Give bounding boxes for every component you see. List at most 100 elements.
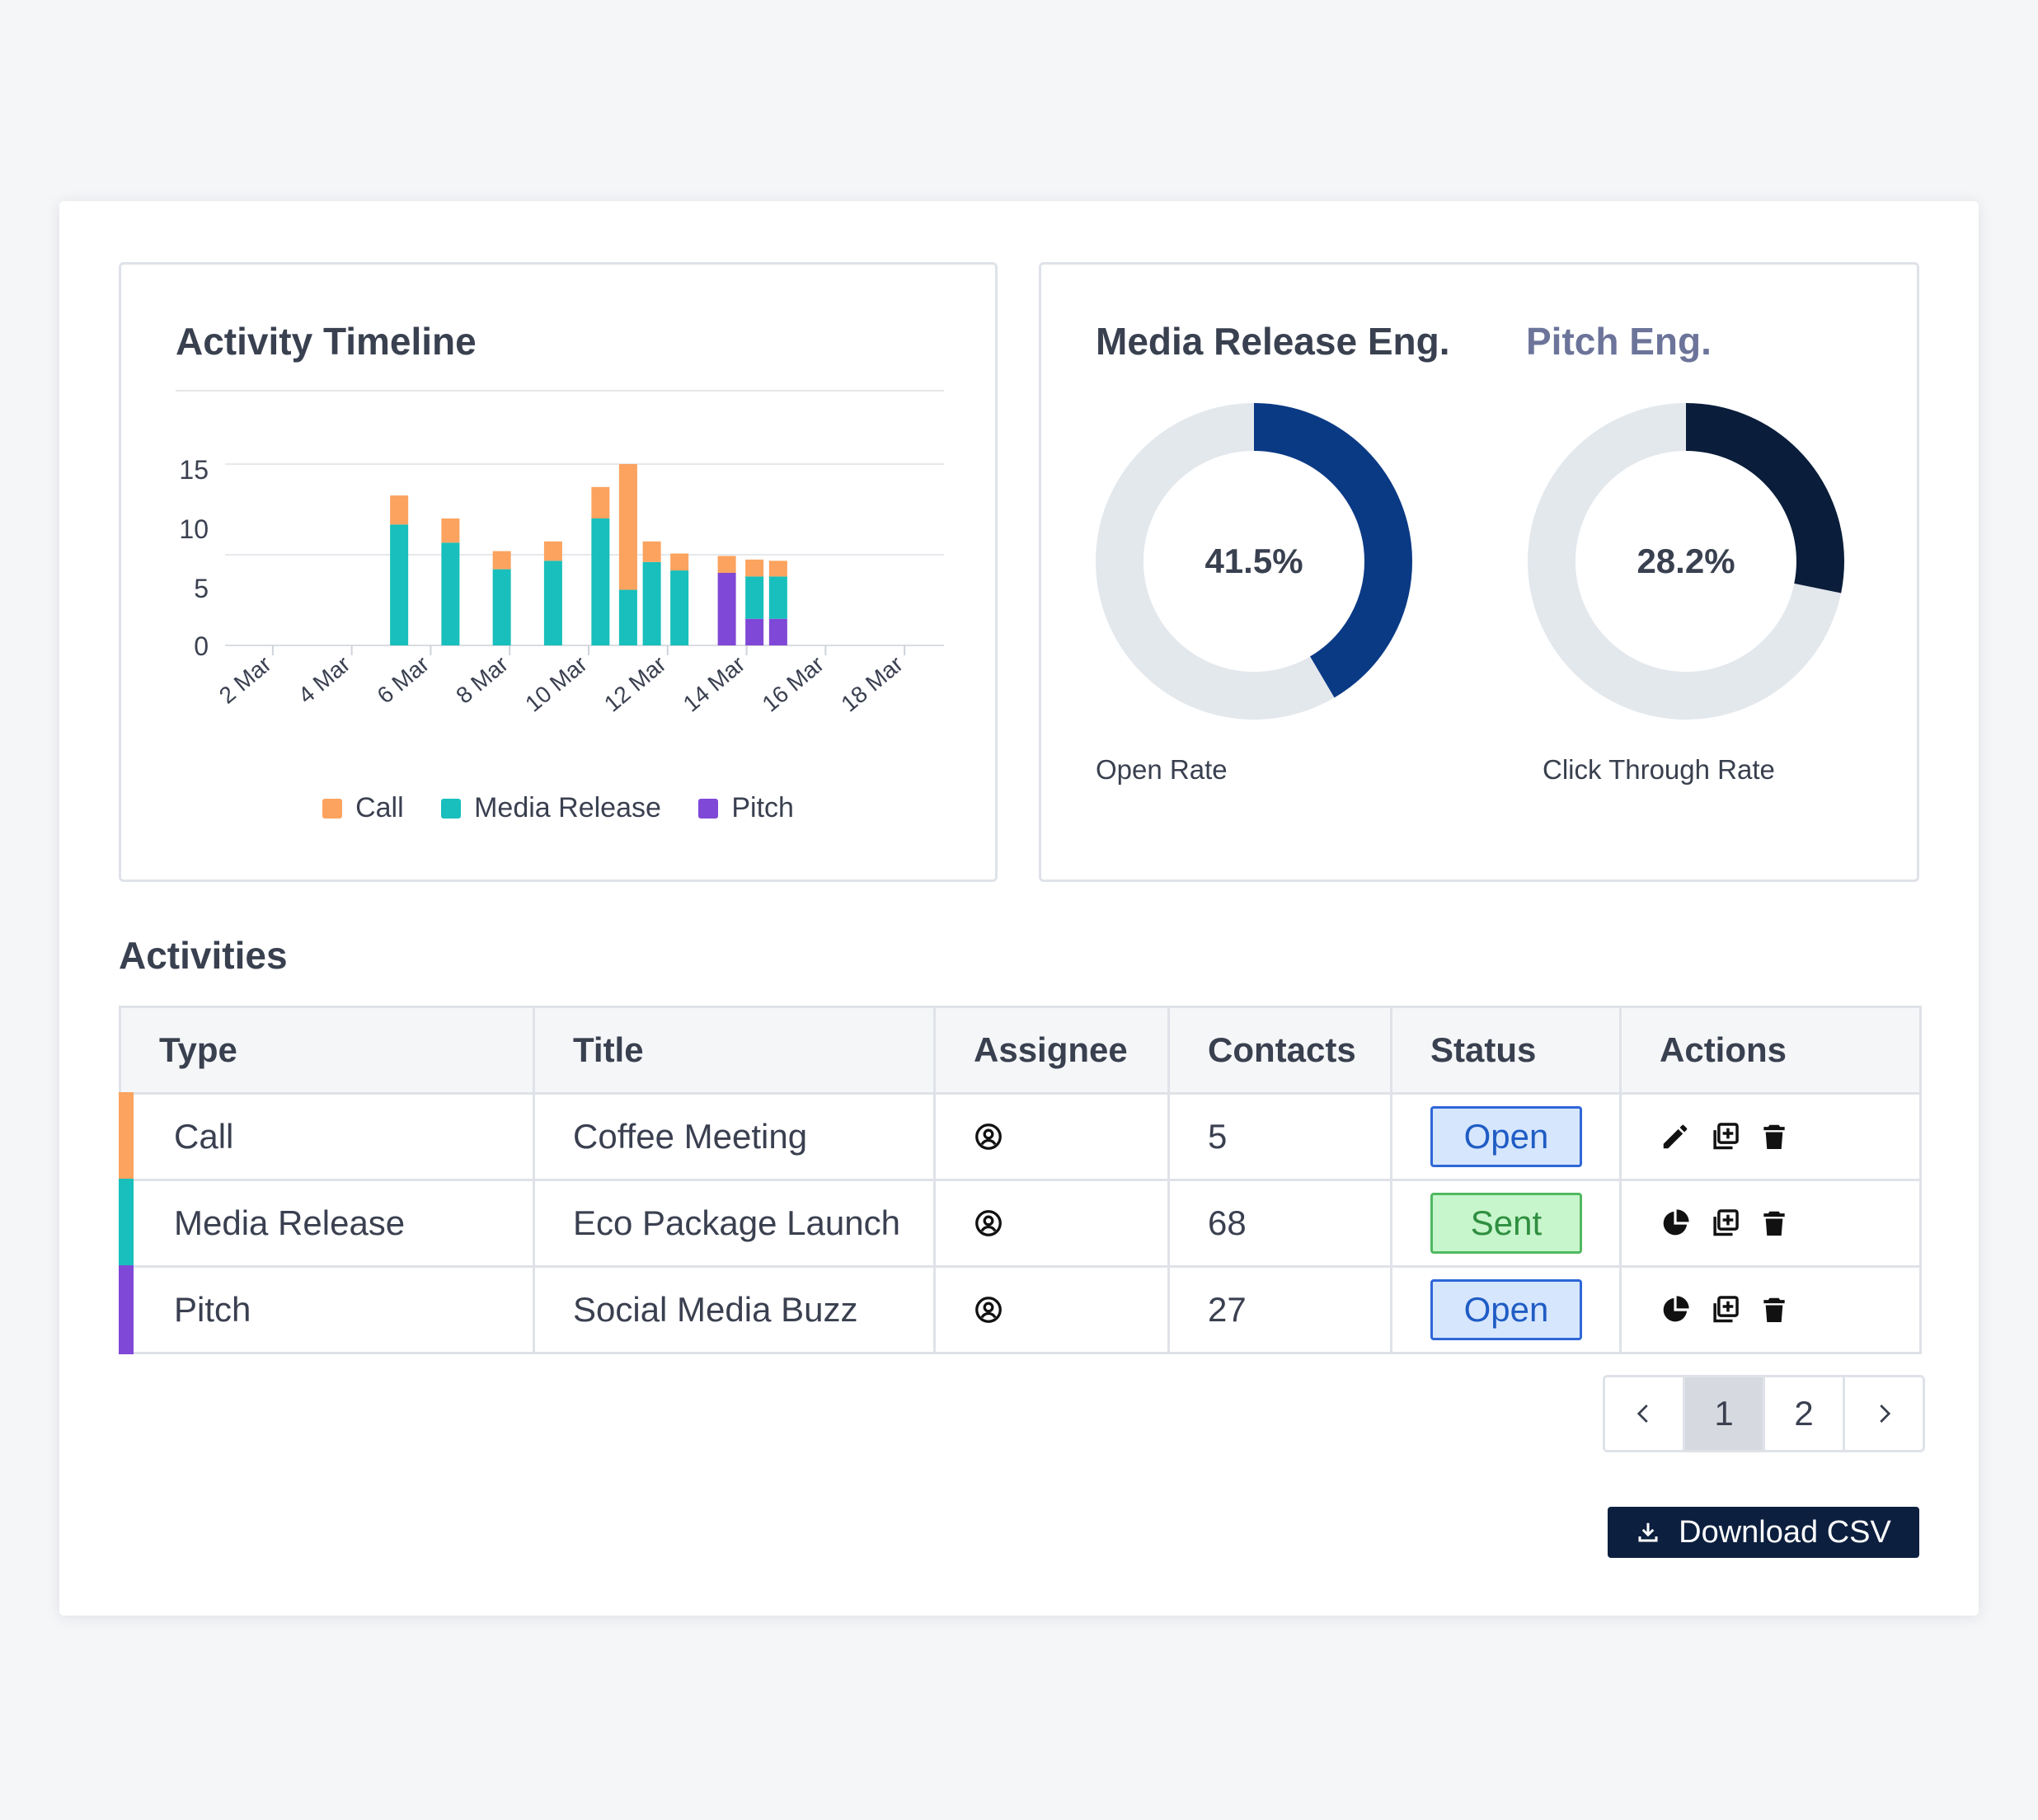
table-row[interactable]: Call Coffee Meeting 5 bbox=[119, 1092, 1922, 1181]
pie-chart-icon[interactable] bbox=[1660, 1208, 1691, 1239]
assignee-cell[interactable] bbox=[933, 1179, 1170, 1268]
open-rate-label: Open Rate bbox=[1096, 754, 1228, 785]
previous-page-button[interactable] bbox=[1605, 1377, 1685, 1450]
x-tick-label: 6 Mar bbox=[373, 651, 434, 709]
bar-segment-call bbox=[670, 553, 689, 571]
trash-icon[interactable] bbox=[1759, 1208, 1790, 1239]
user-circle-icon[interactable] bbox=[974, 1295, 1003, 1325]
bar-segment-media-release bbox=[768, 576, 787, 619]
click-through-rate-donut bbox=[1528, 403, 1844, 720]
column-header-assignee[interactable]: Assignee bbox=[933, 1006, 1170, 1095]
type-color-bar bbox=[119, 1092, 134, 1181]
bar-segment-media-release bbox=[642, 561, 661, 645]
column-header-status[interactable]: Status bbox=[1390, 1006, 1622, 1095]
x-tick-label: 12 Mar bbox=[599, 651, 671, 717]
bar-segment-media-release bbox=[441, 542, 460, 645]
legend-label-pitch: Pitch bbox=[731, 792, 794, 823]
bar-segment-pitch bbox=[717, 573, 736, 645]
bar-segment-call bbox=[745, 559, 764, 577]
x-tick-label: 14 Mar bbox=[679, 651, 750, 717]
bar-segment-media-release bbox=[670, 570, 689, 645]
legend-swatch-call bbox=[322, 798, 343, 819]
pie-chart-icon[interactable] bbox=[1660, 1294, 1691, 1325]
title-cell: Coffee Meeting bbox=[533, 1092, 936, 1181]
y-tick-label: 0 bbox=[194, 631, 209, 661]
legend-swatch-pitch bbox=[698, 798, 719, 819]
legend-item-media-release[interactable]: Media Release bbox=[441, 792, 661, 824]
legend-label-call: Call bbox=[355, 792, 404, 823]
duplicate-icon[interactable] bbox=[1709, 1208, 1740, 1239]
column-header-title[interactable]: Title bbox=[533, 1006, 936, 1095]
bar-segment-call bbox=[390, 495, 409, 525]
download-icon bbox=[1638, 1522, 1658, 1542]
click-through-rate-label: Click Through Rate bbox=[1543, 754, 1775, 785]
trash-icon[interactable] bbox=[1759, 1294, 1790, 1325]
engagement-panel: Media Release Eng. Pitch Eng. 41.5% Open… bbox=[1039, 262, 1919, 882]
chevron-right-icon bbox=[1880, 1405, 1891, 1423]
x-tick-label: 4 Mar bbox=[293, 651, 355, 709]
column-header-type[interactable]: Type bbox=[119, 1006, 535, 1095]
type-cell: Call bbox=[119, 1092, 535, 1181]
bar-segment-call bbox=[642, 541, 661, 562]
status-cell: Open bbox=[1390, 1092, 1622, 1181]
edit-icon[interactable] bbox=[1660, 1121, 1691, 1152]
chevron-left-icon bbox=[1637, 1405, 1648, 1423]
y-tick-label: 15 bbox=[179, 455, 209, 485]
duplicate-icon[interactable] bbox=[1709, 1294, 1740, 1325]
status-badge[interactable]: Open bbox=[1430, 1279, 1582, 1340]
legend-label-media-release: Media Release bbox=[474, 792, 661, 823]
status-cell: Sent bbox=[1390, 1179, 1622, 1268]
activities-table: Type Title Assignee Contacts Status Acti… bbox=[119, 1006, 1922, 1354]
open-rate-arc bbox=[1096, 403, 1412, 720]
timeline-title: Activity Timeline bbox=[176, 320, 477, 363]
activity-timeline-chart: 0 5 10 15 2 Mar 4 Mar 6 Mar 8 Mar 10 Mar 12 Mar 14… bbox=[179, 455, 944, 717]
next-page-button[interactable] bbox=[1845, 1377, 1923, 1450]
user-circle-icon[interactable] bbox=[974, 1122, 1003, 1152]
chart-legend: Call Media Release Pitch bbox=[121, 792, 995, 826]
media-release-engagement-title: Media Release Eng. bbox=[1096, 320, 1450, 363]
bar-segment-media-release bbox=[492, 569, 511, 645]
status-badge[interactable]: Open bbox=[1430, 1106, 1582, 1167]
y-tick-label: 5 bbox=[194, 574, 209, 603]
x-tick-label: 8 Mar bbox=[451, 651, 513, 709]
activity-timeline-panel: Activity Timeline 0 5 10 15 2 Mar 4 Mar 6 Mar 8… bbox=[119, 262, 998, 882]
type-color-bar bbox=[119, 1179, 134, 1268]
bar-segment-media-release bbox=[390, 524, 409, 645]
duplicate-icon[interactable] bbox=[1709, 1121, 1740, 1152]
user-circle-icon[interactable] bbox=[974, 1208, 1003, 1238]
status-badge[interactable]: Sent bbox=[1430, 1193, 1582, 1254]
x-tick-label: 18 Mar bbox=[836, 651, 908, 717]
column-header-actions: Actions bbox=[1619, 1006, 1922, 1095]
table-row[interactable]: Pitch Social Media Buzz 27 bbox=[119, 1265, 1922, 1354]
type-color-bar bbox=[119, 1265, 134, 1354]
bar-segment-pitch bbox=[745, 618, 764, 645]
type-text: Pitch bbox=[174, 1290, 251, 1329]
pagination: 1 2 bbox=[1603, 1375, 1925, 1452]
legend-item-pitch[interactable]: Pitch bbox=[698, 792, 794, 824]
bar-segment-media-release bbox=[591, 518, 610, 645]
page-1-button[interactable]: 1 bbox=[1685, 1377, 1765, 1450]
type-text: Media Release bbox=[174, 1203, 406, 1242]
x-tick-label: 10 Mar bbox=[520, 651, 592, 717]
type-cell: Media Release bbox=[119, 1179, 535, 1268]
download-csv-button[interactable]: Download CSV bbox=[1608, 1507, 1919, 1558]
bar-segment-call bbox=[768, 561, 787, 577]
trash-icon[interactable] bbox=[1759, 1121, 1790, 1152]
column-header-contacts[interactable]: Contacts bbox=[1167, 1006, 1392, 1095]
assignee-cell[interactable] bbox=[933, 1092, 1170, 1181]
assignee-cell[interactable] bbox=[933, 1265, 1170, 1354]
page-2-button[interactable]: 2 bbox=[1765, 1377, 1845, 1450]
bar-segment-media-release bbox=[745, 576, 764, 619]
bar-segment-call bbox=[441, 518, 460, 543]
click-through-rate-value: 28.2% bbox=[1637, 542, 1735, 580]
open-rate-donut bbox=[1096, 403, 1412, 720]
title-divider bbox=[176, 390, 944, 392]
table-row[interactable]: Media Release Eco Package Launch 68 bbox=[119, 1179, 1922, 1268]
download-csv-label: Download CSV bbox=[1679, 1514, 1891, 1550]
contacts-cell: 27 bbox=[1167, 1265, 1392, 1354]
dashboard-card: Activity Timeline 0 5 10 15 2 Mar 4 Mar 6 Mar 8… bbox=[59, 201, 1979, 1616]
legend-item-call[interactable]: Call bbox=[322, 792, 404, 824]
bar-segment-call bbox=[543, 541, 562, 561]
x-tick-label: 2 Mar bbox=[214, 651, 276, 709]
activities-table-wrapper: Type Title Assignee Contacts Status Acti… bbox=[119, 1006, 1922, 1354]
